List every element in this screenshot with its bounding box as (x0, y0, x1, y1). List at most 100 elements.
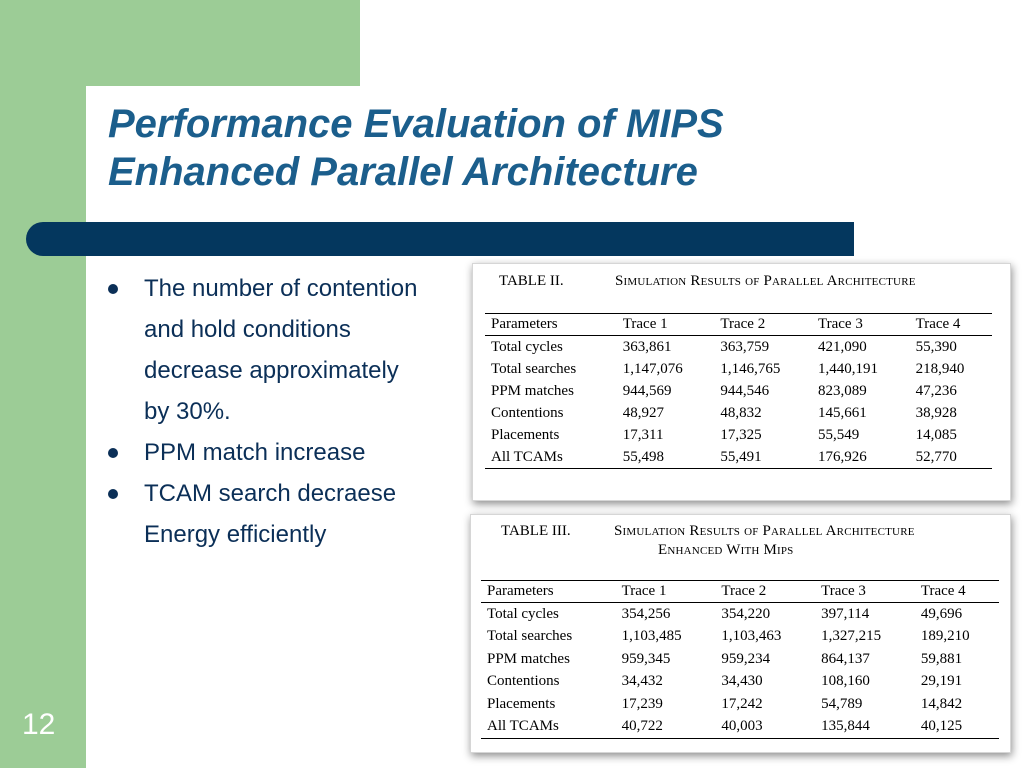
table-cell: All TCAMs (491, 448, 563, 465)
table-cell: 959,234 (721, 650, 771, 667)
table-cell: 1,147,076 (622, 360, 683, 377)
table-cell: 1,327,215 (821, 628, 882, 645)
table-cell: 944,569 (622, 382, 672, 399)
bullet-continuation-line: decrease approximately (144, 357, 399, 384)
bullet-continuation-line: and hold conditions (144, 316, 351, 343)
bullet-item-ppm: PPM match increase (106, 432, 466, 473)
table-cell: 49,696 (920, 605, 963, 622)
bullet-item-tcam: TCAM search decraese (106, 473, 466, 514)
bullet-list: The number of contention and hold condit… (106, 268, 466, 555)
table-cell: 29,191 (920, 673, 963, 690)
table-cell: 108,160 (821, 673, 870, 690)
column-header: Trace 2 (720, 316, 766, 332)
table-cell: 40,722 (621, 718, 663, 735)
table-cell: 17,325 (720, 426, 762, 443)
title-divider-bar (26, 222, 854, 256)
table-row: Placements 17,311 17,325 55,549 14,085 (485, 424, 992, 446)
green-sidebar (0, 0, 86, 768)
table-row: PPM matches 959,345 959,234 864,137 59,8… (481, 648, 999, 671)
table-row: Total searches 1,103,485 1,103,463 1,327… (481, 626, 999, 649)
column-header: Parameters (487, 583, 554, 599)
column-header: Trace 4 (920, 583, 966, 599)
column-header: Trace 2 (721, 583, 767, 599)
column-header: Trace 3 (817, 316, 863, 332)
table-row: Total searches 1,147,076 1,146,765 1,440… (485, 358, 992, 380)
table-iii-caption-line-1: Simulation Results of Parallel Architect… (614, 523, 915, 540)
table-cell: 38,928 (915, 404, 957, 421)
table-cell: 959,345 (621, 650, 671, 667)
bullet-text-line: TCAM search decraese (144, 480, 397, 507)
table-iii-image: TABLE III. Simulation Results of Paralle… (470, 514, 1011, 753)
table-cell: PPM matches (491, 382, 574, 399)
bullet-text-line: PPM match increase (144, 439, 366, 466)
table-row: All TCAMs 55,498 55,491 176,926 52,770 (485, 446, 992, 469)
table-iii-label: TABLE III. (501, 523, 571, 539)
table-row: PPM matches 944,569 944,546 823,089 47,2… (485, 380, 992, 402)
table-cell: Contentions (491, 404, 564, 421)
column-header: Trace 3 (821, 583, 866, 599)
table-cell: 34,430 (721, 673, 763, 690)
table-row: Total cycles 363,861 363,759 421,090 55,… (485, 336, 992, 359)
green-top-band (0, 0, 360, 86)
table-cell: 55,549 (817, 426, 860, 443)
bullet-dot-icon (108, 284, 118, 294)
table-row: Contentions 34,432 34,430 108,160 29,191 (481, 671, 999, 694)
table-cell: 823,089 (817, 382, 867, 399)
table-cell: 1,146,765 (720, 360, 781, 377)
table-ii: Parameters Trace 1 Trace 2 Trace 3 Trace… (485, 313, 992, 469)
table-cell: PPM matches (487, 650, 570, 667)
table-cell: 354,220 (721, 605, 771, 622)
column-header: Trace 4 (915, 316, 961, 332)
table-cell: 397,114 (821, 605, 870, 622)
table-ii-label: TABLE II. (499, 273, 564, 289)
table-header-row: Parameters Trace 1 Trace 2 Trace 3 Trace… (481, 580, 999, 603)
table-cell: 189,210 (920, 628, 970, 645)
table-cell: 55,491 (720, 448, 762, 465)
bullet-continuation-line: by 30%. (144, 398, 231, 425)
table-cell: 47,236 (915, 382, 957, 399)
column-header: Parameters (491, 316, 558, 332)
table-cell: 354,256 (621, 605, 671, 622)
table-cell: Placements (487, 695, 556, 712)
column-header: Trace 1 (621, 583, 667, 599)
table-row: Total cycles 354,256 354,220 397,114 49,… (481, 603, 999, 626)
table-header-row: Parameters Trace 1 Trace 2 Trace 3 Trace… (485, 313, 992, 336)
table-iii-caption-text: Enhanced With Mips (658, 542, 794, 558)
table-cell: 14,842 (920, 695, 963, 712)
table-cell: 363,861 (622, 338, 672, 355)
table-iii: Parameters Trace 1 Trace 2 Trace 3 Trace… (481, 580, 999, 739)
table-ii-image: TABLE II. Simulation Results of Parallel… (472, 263, 1011, 501)
table-cell: 54,789 (821, 695, 863, 712)
table-cell: 421,090 (817, 338, 867, 355)
bullet-dot-icon (108, 489, 118, 499)
table-cell: Total cycles (491, 338, 563, 355)
table-cell: 17,242 (721, 695, 763, 712)
table-cell: 944,546 (720, 382, 770, 399)
table-row: Placements 17,239 17,242 54,789 14,842 (481, 693, 999, 716)
bullet-text-line: The number of contention (144, 275, 418, 302)
table-cell: 135,844 (821, 718, 870, 735)
table-cell: 40,003 (721, 718, 763, 735)
table-cell: 52,770 (915, 448, 957, 465)
slide-number: 12 (22, 708, 56, 741)
slide-title-line-2: Enhanced Parallel Architecture (108, 150, 698, 194)
table-cell: Contentions (487, 673, 560, 690)
table-cell: 55,390 (915, 338, 957, 355)
table-cell: 1,440,191 (817, 360, 878, 377)
bullet-dot-icon (108, 448, 118, 458)
table-cell: 59,881 (920, 650, 963, 667)
table-ii-caption-text: Simulation Results of Parallel Architect… (615, 273, 916, 289)
table-cell: 17,239 (621, 695, 663, 712)
table-cell: Total cycles (487, 605, 559, 622)
table-ii-caption: Simulation Results of Parallel Architect… (615, 273, 916, 290)
table-cell: 218,940 (915, 360, 965, 377)
table-cell: All TCAMs (487, 718, 559, 735)
table-cell: 1,103,463 (721, 628, 782, 645)
table-cell: 176,926 (817, 448, 867, 465)
table-row: Contentions 48,927 48,832 145,661 38,928 (485, 402, 992, 424)
slide-title-line-1: Performance Evaluation of MIPS (108, 102, 724, 146)
table-cell: Total searches (491, 360, 577, 377)
table-cell: 55,498 (622, 448, 664, 465)
table-cell: 48,832 (720, 404, 762, 421)
